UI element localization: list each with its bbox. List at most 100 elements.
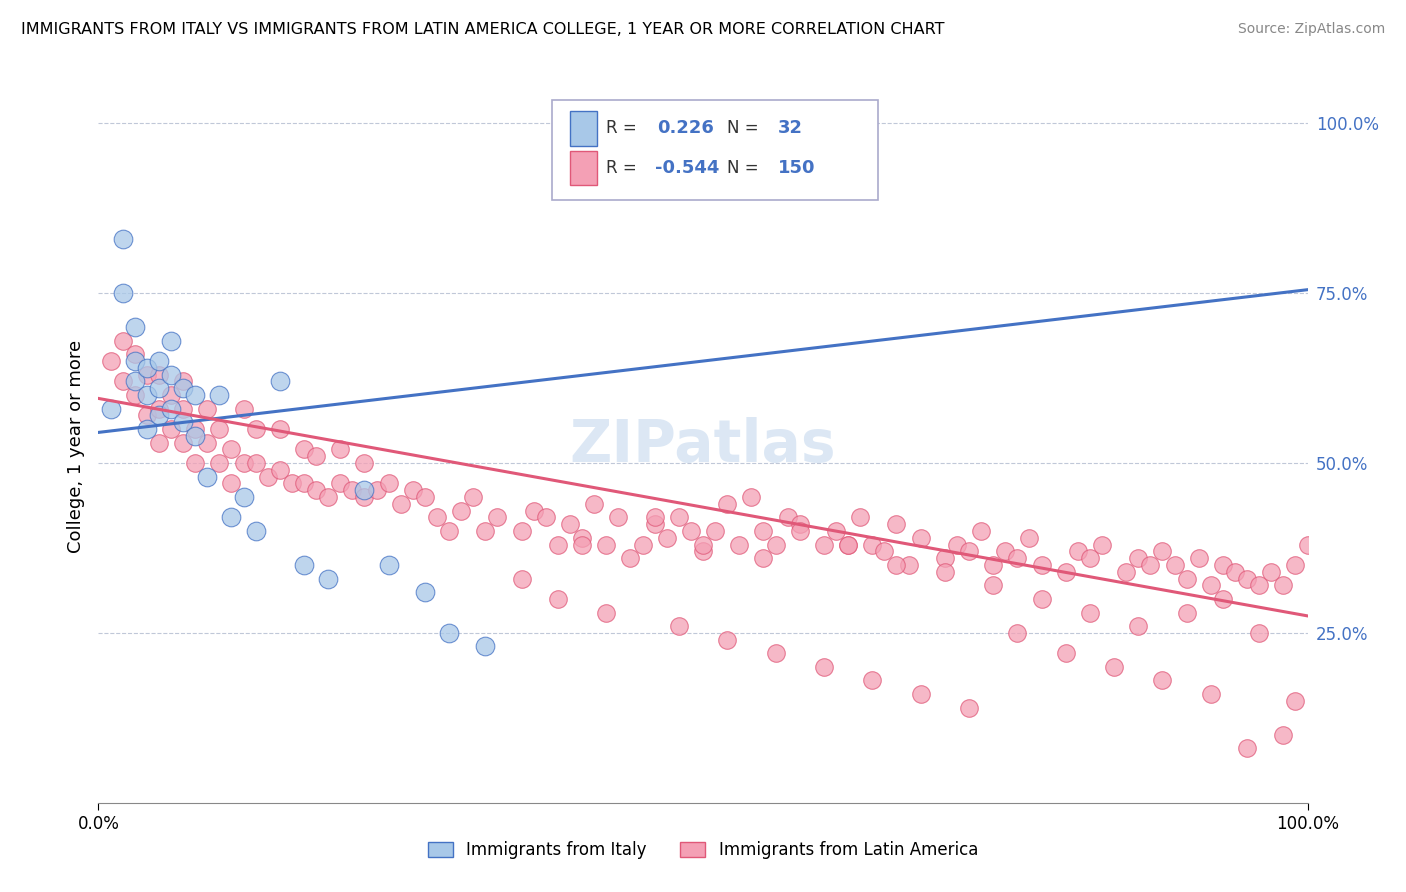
Text: R =: R =	[606, 120, 643, 137]
Point	[1031, 591, 1053, 606]
Point	[195, 435, 218, 450]
Point	[510, 572, 533, 586]
Point	[124, 388, 146, 402]
Point	[245, 422, 267, 436]
Point	[184, 388, 207, 402]
Point	[692, 544, 714, 558]
Point	[571, 537, 593, 551]
Point	[208, 422, 231, 436]
Point	[957, 544, 980, 558]
Point	[1067, 544, 1090, 558]
Text: IMMIGRANTS FROM ITALY VS IMMIGRANTS FROM LATIN AMERICA COLLEGE, 1 YEAR OR MORE C: IMMIGRANTS FROM ITALY VS IMMIGRANTS FROM…	[21, 22, 945, 37]
Point	[148, 368, 170, 382]
Point	[740, 490, 762, 504]
Point	[860, 673, 883, 688]
Point	[172, 415, 194, 429]
Point	[1152, 673, 1174, 688]
Point	[195, 469, 218, 483]
Point	[837, 537, 859, 551]
Point	[1152, 544, 1174, 558]
Point	[1260, 565, 1282, 579]
Point	[232, 456, 254, 470]
Point	[316, 490, 339, 504]
Point	[305, 449, 328, 463]
Point	[1249, 578, 1271, 592]
Point	[910, 531, 932, 545]
Point	[353, 456, 375, 470]
Point	[269, 375, 291, 389]
Point	[184, 456, 207, 470]
Point	[463, 490, 485, 504]
Point	[728, 537, 751, 551]
Point	[353, 483, 375, 498]
Point	[486, 510, 509, 524]
Point	[1284, 694, 1306, 708]
Point	[172, 381, 194, 395]
Point	[1223, 565, 1246, 579]
Point	[607, 510, 630, 524]
Point	[269, 463, 291, 477]
Point	[716, 632, 738, 647]
Point	[619, 551, 641, 566]
Point	[111, 232, 134, 246]
Point	[172, 401, 194, 416]
Point	[970, 524, 993, 538]
Point	[342, 483, 364, 498]
Point	[1091, 537, 1114, 551]
Point	[1128, 551, 1150, 566]
Point	[221, 510, 243, 524]
Point	[1139, 558, 1161, 572]
Point	[1272, 578, 1295, 592]
Point	[329, 442, 352, 457]
Point	[789, 524, 811, 538]
Point	[160, 422, 183, 436]
Point	[534, 510, 557, 524]
Point	[644, 517, 666, 532]
Point	[910, 687, 932, 701]
Point	[160, 334, 183, 348]
Point	[1102, 660, 1125, 674]
Point	[135, 409, 157, 423]
Point	[837, 537, 859, 551]
FancyBboxPatch shape	[569, 112, 596, 145]
Point	[1212, 558, 1234, 572]
Point	[547, 537, 569, 551]
Point	[111, 286, 134, 301]
Point	[655, 531, 678, 545]
Text: Source: ZipAtlas.com: Source: ZipAtlas.com	[1237, 22, 1385, 37]
Point	[873, 544, 896, 558]
Point	[245, 456, 267, 470]
Point	[716, 497, 738, 511]
Point	[1054, 565, 1077, 579]
Point	[813, 537, 835, 551]
Point	[135, 360, 157, 375]
Point	[825, 524, 848, 538]
Point	[135, 368, 157, 382]
Point	[135, 422, 157, 436]
Point	[184, 429, 207, 443]
Point	[886, 558, 908, 572]
Point	[148, 381, 170, 395]
Point	[523, 503, 546, 517]
Point	[1018, 531, 1040, 545]
Point	[1115, 565, 1137, 579]
Point	[160, 401, 183, 416]
Point	[232, 490, 254, 504]
Point	[1249, 626, 1271, 640]
Point	[860, 537, 883, 551]
Point	[221, 476, 243, 491]
Point	[1296, 537, 1319, 551]
Text: 0.226: 0.226	[657, 120, 714, 137]
Point	[426, 510, 449, 524]
Point	[692, 537, 714, 551]
Text: 32: 32	[778, 120, 803, 137]
Point	[269, 422, 291, 436]
Text: N =: N =	[727, 159, 763, 177]
Point	[886, 517, 908, 532]
Point	[172, 435, 194, 450]
Point	[595, 606, 617, 620]
Point	[957, 700, 980, 714]
Point	[752, 524, 775, 538]
Point	[413, 490, 436, 504]
Point	[389, 497, 412, 511]
